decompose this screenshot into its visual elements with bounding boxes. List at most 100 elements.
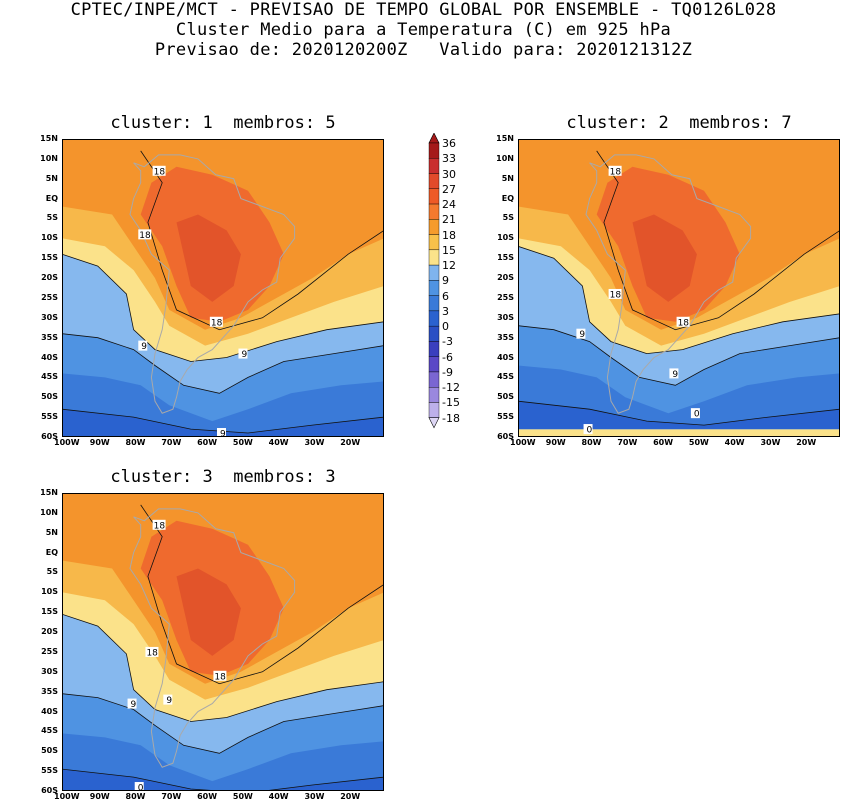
temperature-band-hot2 — [176, 214, 241, 302]
isotherm-line — [596, 150, 841, 331]
latitude-tick-label: 15S — [497, 253, 514, 263]
latitude-tick-label: 50S — [41, 392, 58, 402]
latitude-tick-label: 60S — [41, 432, 58, 441]
latitude-tick-label: 15N — [40, 488, 58, 497]
contour-label: 9 — [127, 698, 137, 710]
longitude-tick-label: 70W — [617, 438, 638, 447]
colorbar-swatch — [428, 310, 440, 327]
latitude-tick-label: 40S — [41, 706, 58, 716]
latitude-tick-label: 5N — [501, 173, 514, 183]
colorbar-swatch — [428, 356, 440, 373]
temperature-colorbar — [427, 132, 497, 443]
longitude-tick-label: 90W — [545, 438, 566, 447]
isotherm-line — [61, 693, 385, 754]
latitude-tick-label: EQ — [501, 193, 514, 203]
header-line-2: Cluster Medio para a Temperatura (C) em … — [175, 20, 672, 40]
longitude-tick-label: 100W — [54, 792, 80, 801]
colorbar-label: 15 — [442, 243, 456, 257]
colorbar-swatch — [428, 325, 440, 342]
latitude-tick-label: 5S — [502, 213, 514, 223]
latitude-tick-label: 35S — [41, 686, 58, 696]
latitude-tick-label: 35S — [497, 332, 514, 342]
contour-label: 18 — [213, 670, 227, 682]
colorbar-label: -3 — [442, 335, 453, 349]
temperature-map-3: 18 18 18 9 9 0 — [61, 493, 385, 797]
colorbar-swatch — [428, 387, 440, 403]
colorbar-label: -6 — [442, 350, 453, 364]
svg-text:9: 9 — [166, 696, 172, 706]
coastline — [129, 154, 296, 414]
longitude-tick-label: 80W — [125, 792, 146, 801]
longitude-tick-label: 100W — [54, 438, 80, 447]
svg-text:9: 9 — [141, 342, 147, 352]
colorbar-label: 21 — [442, 213, 456, 227]
colorbar-swatch — [428, 203, 440, 220]
longitude-tick-label: 20W — [340, 792, 361, 801]
longitude-tick-label: 50W — [232, 792, 253, 801]
colorbar-swatch — [428, 371, 440, 388]
latitude-tick-label: 15S — [41, 253, 58, 263]
latitude-tick-label: EQ — [45, 193, 58, 203]
colorbar-label: 6 — [442, 289, 449, 303]
svg-text:9: 9 — [672, 370, 678, 380]
contour-label: 18 — [152, 165, 166, 177]
longitude-tick-label: 30W — [304, 792, 325, 801]
latitude-tick-label: 15N — [496, 134, 514, 143]
svg-text:18: 18 — [610, 290, 622, 300]
contour-label: 18 — [676, 316, 690, 328]
svg-text:0: 0 — [138, 784, 144, 791]
latitude-tick-label: 10S — [497, 233, 514, 243]
svg-text:18: 18 — [154, 167, 166, 177]
colorbar-min-arrow — [428, 417, 440, 429]
colorbar-swatch — [428, 402, 440, 418]
longitude-tick-label: 40W — [268, 438, 289, 447]
map-panel-cluster-3: 18 18 18 9 9 0 — [61, 493, 385, 797]
contour-label: 9 — [238, 348, 248, 360]
latitude-tick-label: 30S — [497, 312, 514, 322]
temperature-band-dblue — [518, 401, 840, 430]
svg-text:18: 18 — [154, 521, 166, 531]
isotherm-line — [140, 150, 385, 331]
colorbar-label: 9 — [442, 274, 449, 288]
longitude-tick-label: 70W — [161, 792, 182, 801]
svg-text:0: 0 — [694, 410, 700, 420]
latitude-tick-label: 30S — [41, 312, 58, 322]
longitude-tick-label: 30W — [760, 438, 781, 447]
latitude-tick-label: EQ — [45, 547, 58, 557]
colorbar-label: 18 — [442, 228, 456, 242]
latitude-tick-label: 15S — [41, 607, 58, 617]
colorbar-label: -9 — [442, 365, 453, 379]
contour-label: 9 — [217, 428, 226, 440]
contour-label: 18 — [209, 316, 223, 328]
svg-text:18: 18 — [610, 167, 622, 177]
panel-2-title: cluster: 2 membros: 7 — [566, 113, 792, 133]
map-panel-cluster-1: 18 18 18 9 9 9 — [61, 139, 385, 440]
longitude-tick-label: 50W — [688, 438, 709, 447]
svg-text:0: 0 — [587, 426, 593, 436]
latitude-tick-label: 10N — [40, 507, 58, 517]
contour-label: 18 — [152, 519, 166, 531]
isotherm-line — [61, 253, 385, 362]
longitude-tick-label: 50W — [232, 438, 253, 447]
contour-label: 9 — [163, 694, 173, 706]
colorbar-swatch — [428, 341, 440, 357]
temperature-band-hot2 — [176, 568, 241, 656]
contour-label: 0 — [690, 408, 700, 420]
latitude-tick-label: 55S — [41, 766, 58, 776]
longitude-tick-label: 20W — [340, 438, 361, 447]
svg-text:9: 9 — [220, 430, 226, 437]
longitude-tick-label: 60W — [197, 792, 218, 801]
isotherm-line — [517, 245, 841, 355]
latitude-tick-label: 40S — [497, 352, 514, 362]
latitude-tick-label: 35S — [41, 332, 58, 342]
colorbar-max-arrow — [428, 132, 440, 144]
coastline — [585, 154, 752, 414]
svg-text:18: 18 — [211, 318, 223, 328]
coastline — [129, 508, 296, 768]
latitude-tick-label: 55S — [41, 412, 58, 422]
latitude-tick-label: 5S — [46, 213, 58, 223]
contour-label: 9 — [576, 328, 586, 340]
latitude-tick-label: 5S — [46, 567, 58, 577]
latitude-tick-label: 50S — [41, 746, 58, 756]
longitude-tick-label: 40W — [268, 792, 289, 801]
